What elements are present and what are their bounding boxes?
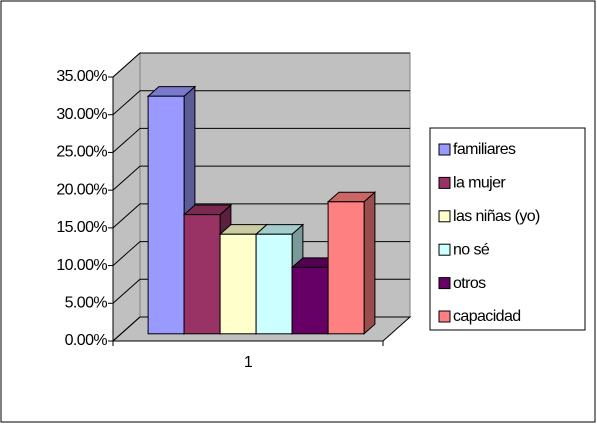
grid-line xyxy=(112,241,410,266)
y-tick-label: 20.00% xyxy=(56,181,107,198)
legend-label: la mujer xyxy=(453,175,506,192)
legend-swatch xyxy=(438,310,451,323)
y-tick-label: 35.00% xyxy=(56,68,107,85)
legend-swatch xyxy=(438,277,451,290)
y-tick-label: 0.00% xyxy=(65,332,108,349)
legend-swatch xyxy=(438,243,451,256)
legend-label: no sé xyxy=(453,241,490,258)
legend-label: capacidad xyxy=(453,308,521,325)
legend-box xyxy=(429,127,586,331)
x-tick-label: 1 xyxy=(244,354,253,371)
bar-front xyxy=(291,266,329,335)
grid-line xyxy=(112,165,410,191)
bar xyxy=(146,85,197,335)
legend-swatch xyxy=(438,210,451,223)
legend-label: otros xyxy=(453,275,486,292)
bar-front xyxy=(147,95,185,335)
side-wall xyxy=(112,51,141,343)
grid-line xyxy=(112,52,410,78)
bar-front xyxy=(183,214,221,335)
bar-front xyxy=(219,233,257,335)
grid-line xyxy=(112,203,410,229)
y-tick-label: 30.00% xyxy=(56,106,107,123)
y-tick-label: 15.00% xyxy=(56,219,107,236)
y-tick-label: 25.00% xyxy=(56,144,107,161)
y-tick-label: 10.00% xyxy=(56,257,107,274)
bar xyxy=(326,191,377,335)
bar-side xyxy=(363,191,376,335)
bar-front xyxy=(255,233,293,335)
bar-front xyxy=(327,201,365,335)
legend-label: familiares xyxy=(453,141,516,158)
legend-swatch xyxy=(438,176,451,189)
y-tick-label: 5.00% xyxy=(65,295,108,312)
grid-line xyxy=(112,127,410,153)
legend-swatch xyxy=(438,143,451,156)
legend-label: las niñas (yo) xyxy=(453,208,540,225)
grid-line xyxy=(112,90,410,116)
